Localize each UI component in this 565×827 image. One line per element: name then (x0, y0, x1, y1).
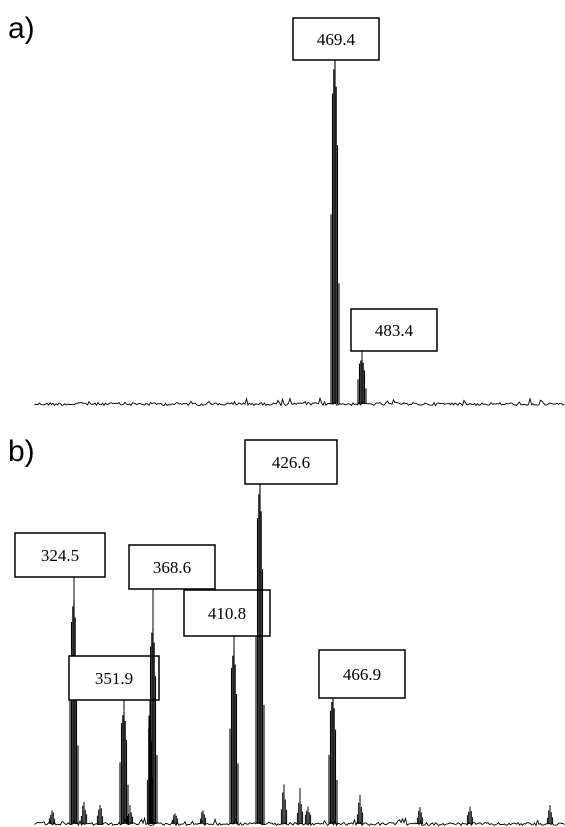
spectrum-panel-b: 324.5 351.9 368.6 410.8 426.6 466.9 (14, 439, 565, 827)
peak-351-9 (119, 711, 129, 824)
minor-peak (356, 794, 364, 824)
peak-368-6 (148, 626, 158, 824)
peak-label-text: 324.5 (41, 546, 79, 565)
minor-peak (546, 805, 554, 824)
panel-a-label: a) (8, 12, 35, 45)
peak-label-text: 469.4 (317, 30, 356, 49)
peak-label-466-9: 466.9 (318, 649, 406, 699)
peak-label-text: 410.8 (208, 604, 246, 623)
minor-peak (416, 807, 424, 824)
minor-peak (466, 806, 474, 824)
peak-label-324-5: 324.5 (14, 532, 106, 600)
peak-469-4 (330, 59, 340, 404)
peak-label-text: 426.6 (272, 453, 310, 472)
minor-peak (199, 810, 207, 824)
peak-label-426-6: 426.6 (244, 439, 338, 485)
peak-label-text: 351.9 (95, 669, 133, 688)
peak-426-6 (255, 484, 265, 824)
minor-peak (304, 806, 312, 824)
peak-label-469-4: 469.4 (292, 17, 380, 61)
peak-label-text: 466.9 (343, 665, 381, 684)
peak-label-text: 368.6 (153, 558, 191, 577)
minor-peak (48, 810, 56, 824)
spectrum-baseline (34, 396, 565, 407)
peak-label-410-8: 410.8 (183, 589, 271, 651)
peak-483-4 (357, 359, 367, 404)
minor-peak (171, 813, 179, 824)
peak-label-368-6: 368.6 (128, 544, 216, 627)
peak-324-5 (69, 599, 79, 824)
minor-peak (126, 805, 134, 824)
peak-466-9 (328, 698, 338, 824)
spectrum-panel-a: 469.4 483.4 (34, 17, 565, 407)
panel-b-label: b) (8, 435, 35, 468)
minor-peak (296, 788, 304, 824)
minor-peak (280, 784, 288, 824)
peak-label-483-4: 483.4 (350, 308, 438, 360)
peak-label-351-9: 351.9 (68, 655, 160, 712)
peak-label-text: 483.4 (375, 321, 414, 340)
minor-peak (80, 801, 88, 824)
peak-410-8 (229, 650, 239, 824)
minor-peak (96, 804, 104, 824)
